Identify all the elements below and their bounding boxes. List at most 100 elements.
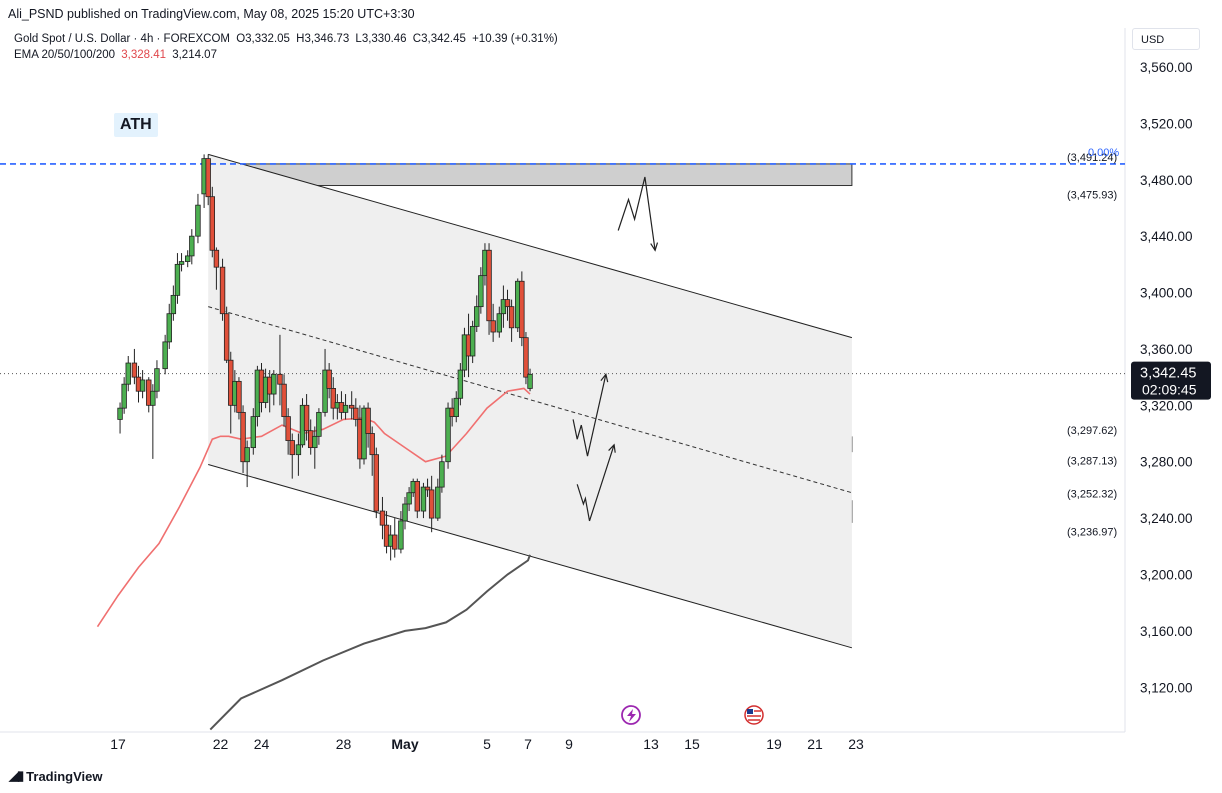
brand-name: TradingView [26,768,103,784]
y-tick-label: 3,120.00 [1140,680,1193,695]
candle-body [469,325,476,357]
candle-body [508,306,515,329]
currency-button[interactable]: USD [1132,28,1200,50]
candle-body [457,369,464,399]
candle-body [490,320,496,333]
candle-body [435,486,441,519]
candle-body [445,407,451,463]
candle-body [373,454,379,512]
ema-label: EMA 20/50/100/200 [14,49,116,61]
candle-body [379,510,386,526]
candle-body [178,261,185,265]
x-tick-label: 19 [766,736,782,752]
candle-body [154,368,160,392]
x-tick-label: 17 [110,736,126,752]
candle-body [240,411,246,463]
tradingview-logo[interactable]: ◢▮ TradingView [9,768,103,784]
candle-body [117,407,123,420]
lightning-icon [627,709,636,722]
candle-body [398,520,404,550]
candle-body [330,388,336,409]
candle-body [285,416,291,441]
axes: (3,491.24) (3,475.93) (3,297.62) (3,287.13)… [110,60,1211,752]
x-tick-label: 9 [565,736,573,752]
candle-body [189,235,195,257]
y-tick-label: 3,320.00 [1140,398,1193,413]
symbol-title: Gold Spot / U.S. Dollar · 4h · FOREXCOM [14,33,231,45]
candle-body [166,313,172,343]
candle-body [424,486,431,491]
candle-body [236,380,242,413]
x-tick-label: 22 [213,736,229,752]
candle-body [125,362,131,385]
fib-level-label: 0.00% [1088,147,1119,159]
x-tick-label: May [391,736,418,752]
close-value: C3,342.45 [412,33,466,45]
x-tick-label: 7 [524,736,532,752]
low-value: L3,330.46 [355,33,407,45]
tradingview-logo-icon: ◢▮ [9,768,24,783]
level-label: (3,252.32) [1067,489,1117,501]
candles [117,154,533,561]
candle-body [209,196,215,251]
candle-body [353,407,359,420]
level-label: (3,475.93) [1067,190,1117,202]
x-tick-label: 21 [807,736,823,752]
event-icons [621,705,764,725]
y-tick-label: 3,240.00 [1140,511,1193,526]
projections [572,176,659,522]
ema-legend: EMA 20/50/100/200 3,328.41 3,214.07 [14,49,220,61]
projection-arrowhead [650,242,659,252]
candle-body [504,299,511,308]
candle-body [281,383,287,418]
flag-canton-icon [747,709,753,714]
y-tick-label: 3,360.00 [1140,342,1193,357]
candle-body [392,534,398,550]
candle-body [250,416,256,449]
high-value: H3,346.73 [296,33,350,45]
candle-body [121,383,127,409]
ath-label: ATH [114,113,158,137]
y-tick-label: 3,480.00 [1140,173,1193,188]
candle-body [326,369,332,389]
candle-body [486,249,492,322]
candle-body [428,489,435,519]
last-price-value: 3,342.45 [1140,366,1196,382]
level-label: (3,236.97) [1067,526,1117,538]
candle-body [170,294,177,315]
candle-body [365,407,371,434]
candle-body [523,337,529,378]
candle-body [348,404,355,409]
ema-slow-line [209,554,531,731]
candle-body [131,362,138,378]
candle-body [322,369,328,413]
y-tick-label: 3,160.00 [1140,624,1193,639]
us-flag-icon[interactable] [744,705,764,725]
projection-arrowhead [608,443,616,453]
level-label: (3,287.13) [1067,456,1117,468]
y-tick-label: 3,280.00 [1140,455,1193,470]
candle-body [195,204,201,237]
ema-fast-value: 3,328.41 [121,49,166,61]
candle-body [223,313,230,361]
candle-body [316,411,322,437]
y-tick-label: 3,440.00 [1140,229,1193,244]
grid [0,28,1126,733]
candle-body [219,266,226,315]
x-tick-label: 15 [684,736,700,752]
level-label: (3,491.24) [1067,152,1117,164]
candle-body [295,444,302,456]
candle-body [271,373,277,395]
x-tick-label: 13 [643,736,659,752]
last-price-tag [1131,361,1211,400]
open-value: O3,332.05 [236,33,290,45]
projection-path [576,444,615,522]
candle-body [402,503,408,522]
publish-info: Ali_PSND published on TradingView.com, M… [8,7,415,21]
candle-body [519,280,525,339]
candle-body [527,373,533,389]
candle-body [420,486,427,512]
candle-body [414,481,420,512]
candle-body [474,306,480,327]
